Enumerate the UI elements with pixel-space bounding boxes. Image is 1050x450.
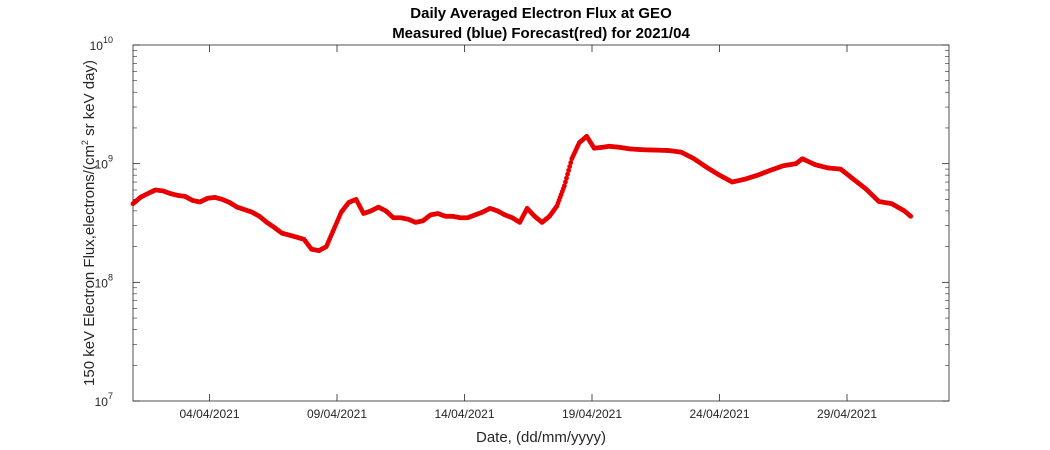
series-markers (130, 133, 914, 254)
data-point (567, 164, 573, 169)
y-axis-label-superscript: 2 (80, 140, 90, 145)
chart-title: Daily Averaged Electron Flux at GEO (410, 5, 672, 22)
y-tick-label: 109 (95, 154, 113, 172)
x-axis-label: Date, (dd/mm/yyyy) (476, 429, 606, 446)
chart-subtitle: Measured (blue) Forecast(red) for 2021/0… (392, 25, 690, 42)
x-tick-label: 09/04/2021 (307, 407, 367, 421)
y-tick-exponent: 7 (108, 391, 113, 401)
data-point (565, 171, 570, 177)
y-tick-base: 10 (90, 39, 104, 53)
data-point (566, 167, 572, 173)
data-point (568, 160, 574, 166)
data-point (908, 213, 914, 219)
x-tick-label: 24/04/2021 (689, 407, 749, 421)
y-tick-base: 10 (95, 158, 109, 172)
y-tick-label: 108 (95, 272, 113, 290)
x-axis-ticks: 04/04/2021 09/04/2021 14/04/2021 19/04/2021… (179, 45, 877, 421)
y-tick-base: 10 (95, 395, 109, 409)
data-point (561, 183, 567, 189)
y-tick-exponent: 8 (108, 272, 113, 282)
y-tick-exponent: 9 (108, 154, 113, 164)
x-tick-label: 04/04/2021 (179, 407, 239, 421)
x-tick-label: 14/04/2021 (434, 407, 494, 421)
y-tick-base: 10 (95, 276, 109, 290)
y-axis-label: 150 keV Electron Flux,electrons/(cm2 sr … (80, 60, 98, 386)
y-tick-exponent: 10 (103, 35, 113, 45)
x-tick-label: 29/04/2021 (817, 407, 877, 421)
x-tick-label: 19/04/2021 (562, 407, 622, 421)
y-axis-label-tail: sr keV day) (81, 60, 98, 140)
y-tick-label: 107 (95, 391, 113, 409)
chart-title-group: Daily Averaged Electron Flux at GEO Meas… (392, 5, 690, 42)
y-axis-label-main: 150 keV Electron Flux,electrons/(cm (81, 145, 98, 386)
data-point (564, 175, 569, 181)
y-tick-label: 1010 (90, 35, 113, 53)
data-point (563, 179, 568, 185)
